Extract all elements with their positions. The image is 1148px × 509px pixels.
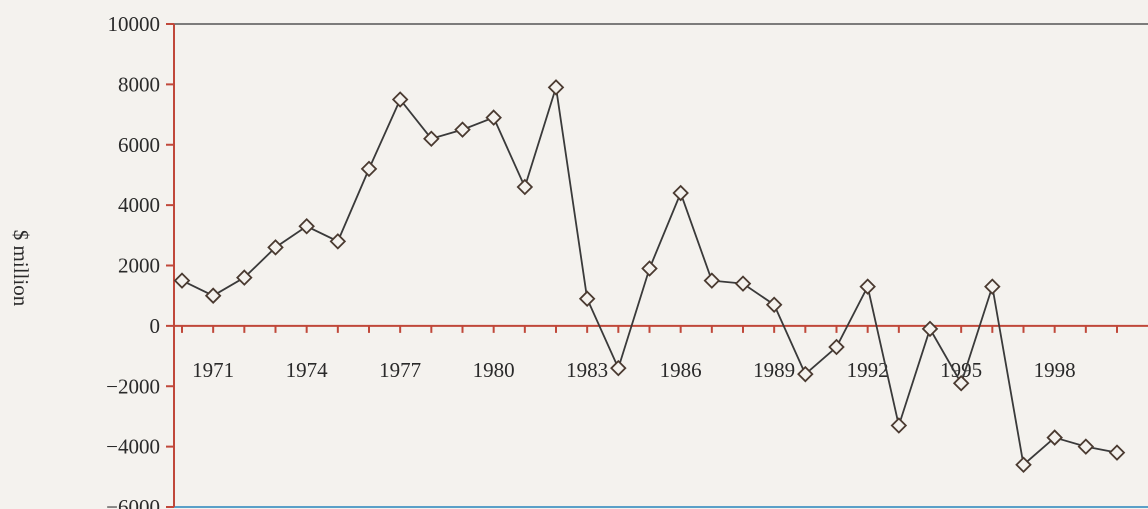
x-tick-label: 1983 [566,358,608,382]
data-point [1077,438,1095,455]
data-point [859,278,876,295]
data-point [1046,429,1063,446]
data-point [610,359,627,377]
data-point [329,233,347,250]
y-tick-label: −6000 [106,495,160,509]
y-axis-label: $ million [9,230,33,307]
y-tick-label: 10000 [108,12,161,36]
data-point [828,338,845,356]
data-point [204,287,222,304]
data-point [952,374,970,392]
data-point [173,272,191,289]
y-tick-label: 6000 [118,133,160,157]
data-point [641,260,658,277]
data-point [485,109,502,126]
y-tick-label: 0 [150,314,161,338]
data-point [672,184,689,202]
y-tick-label: 8000 [118,72,160,96]
x-tick-label: 1980 [473,358,515,382]
data-point [391,91,409,108]
data-point [360,160,378,178]
data-point [984,278,1001,295]
x-tick-label: 1989 [753,358,795,382]
data-point [765,296,783,314]
x-tick-label: 1998 [1034,358,1076,382]
y-tick-label: −2000 [106,374,160,398]
data-point [454,121,471,138]
x-tick-label: 1971 [192,358,234,382]
data-point [547,79,565,96]
x-tick-label: 1992 [847,358,889,382]
y-tick-label: 2000 [118,254,160,278]
x-tick-label: 1974 [286,358,329,382]
data-point [797,365,814,383]
data-point [1108,444,1126,461]
x-tick-label: 1977 [379,358,421,382]
data-point [734,275,752,292]
data-point [236,269,253,286]
data-point [921,320,939,338]
data-point [890,417,908,434]
data-point [703,272,721,289]
data-point [516,178,534,196]
y-axis-label-group: $ million [9,230,33,307]
data-point [1015,456,1032,474]
data-point [423,130,440,147]
y-tick-label: −4000 [106,435,160,459]
x-tick-label: 1986 [660,358,702,382]
data-point [578,290,596,307]
data-point [267,239,284,256]
y-tick-label: 4000 [118,193,160,217]
data-point [298,217,315,235]
